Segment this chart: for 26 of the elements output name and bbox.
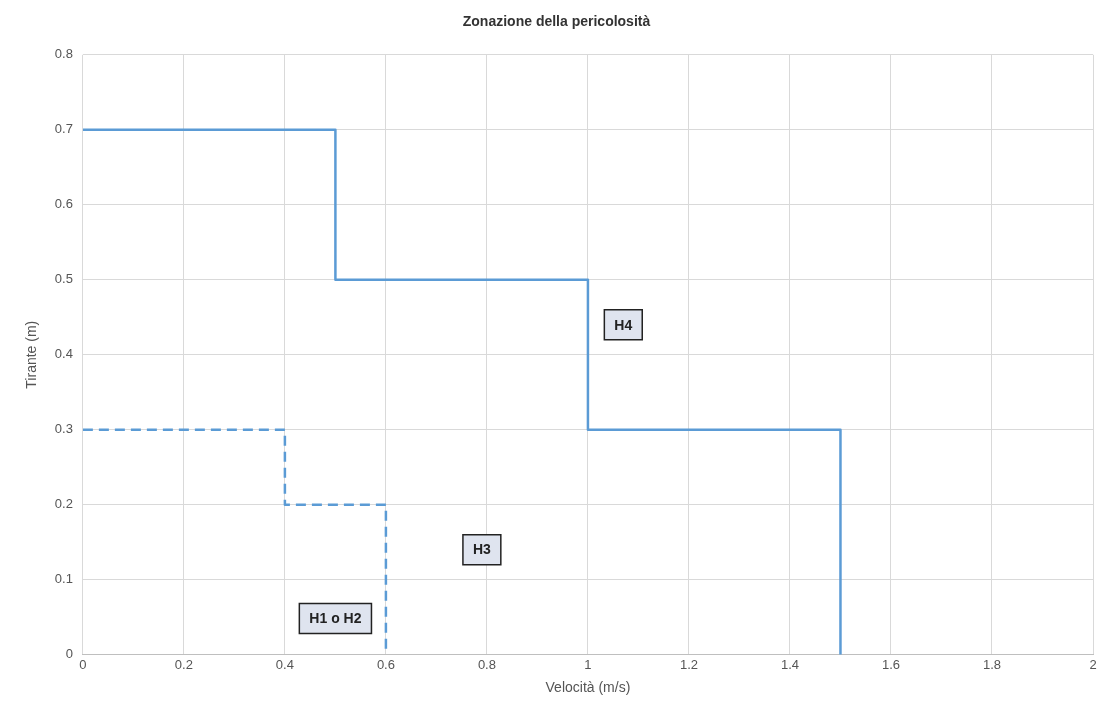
annotation: H1 o H2 [309, 610, 362, 627]
annotation: H4 [614, 316, 633, 333]
chart-title: Zonazione della pericolosità [462, 13, 651, 30]
x-tick-label: 0.4 [275, 656, 294, 672]
y-tick-label: 0.3 [54, 421, 73, 437]
x-tick-label: 1 [584, 656, 592, 672]
y-tick-label: 0.2 [54, 496, 73, 512]
y-tick-label: 0.6 [54, 196, 73, 212]
y-tick-label: 0.8 [54, 46, 73, 62]
y-tick-label: 0.4 [54, 346, 73, 362]
y-axis-title: Tirante (m) [23, 320, 40, 389]
y-tick-label: 0.5 [54, 271, 73, 287]
y-tick-label: 0.1 [54, 571, 73, 587]
x-tick-label: 1.4 [780, 656, 799, 672]
x-tick-label: 1.2 [679, 656, 698, 672]
y-tick-label: 0 [65, 646, 73, 662]
annotation: H3 [472, 541, 492, 558]
x-tick-label: 1.8 [982, 656, 1002, 672]
x-tick-label: 0.2 [174, 656, 193, 672]
x-tick-label: 0.6 [376, 656, 395, 672]
x-tick-label: 0 [79, 656, 87, 672]
x-axis-title: Velocità (m/s) [545, 679, 631, 696]
x-tick-label: 1.6 [881, 656, 901, 672]
x-tick-label: 2 [1089, 656, 1097, 672]
x-tick-label: 0.8 [477, 656, 496, 672]
y-tick-label: 0.7 [54, 121, 73, 137]
